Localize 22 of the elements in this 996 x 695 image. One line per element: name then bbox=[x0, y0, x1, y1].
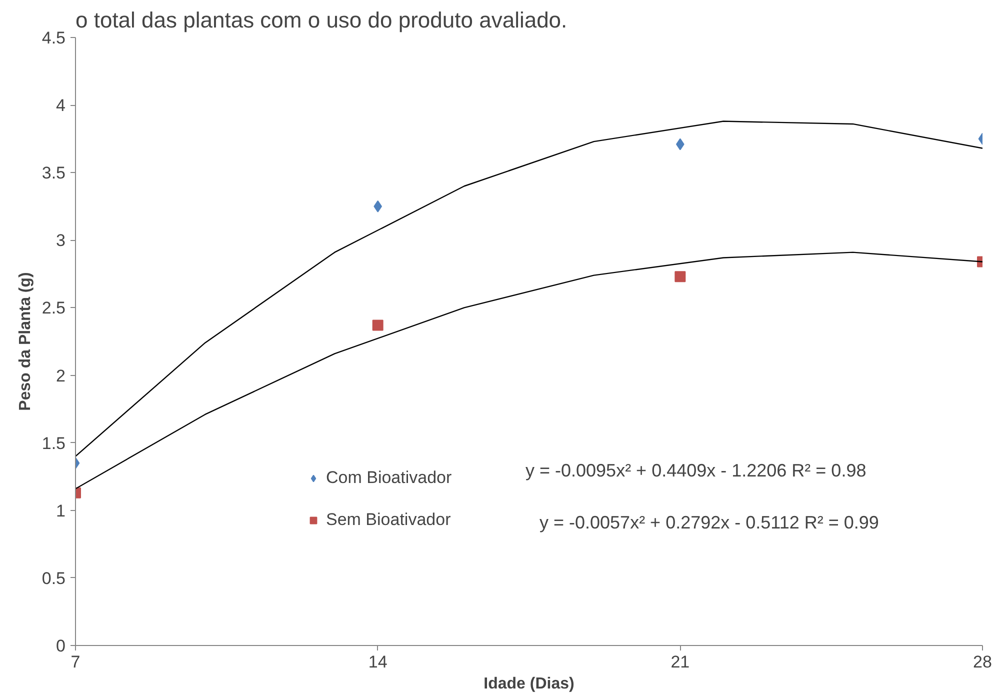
annotation: y = -0.0057x² + 0.2792x - 0.5112 R² = 0.99 bbox=[540, 512, 879, 532]
legend-label: Sem Bioativador bbox=[326, 510, 451, 530]
y-axis-title: Peso da Planta (g) bbox=[16, 272, 34, 411]
y-tick-label: 4 bbox=[56, 96, 66, 116]
y-tick-label: 3.5 bbox=[42, 164, 66, 183]
y-tick-label: 4.5 bbox=[42, 28, 66, 48]
legend-label: Com Bioativador bbox=[326, 468, 452, 488]
y-tick-label: 3 bbox=[56, 231, 66, 250]
y-tick-label: 2 bbox=[56, 366, 66, 386]
x-tick-label: 28 bbox=[973, 652, 992, 672]
chart-title: o total das plantas com o uso do produto avaliado. bbox=[76, 8, 568, 32]
y-tick-label: 1.5 bbox=[42, 434, 66, 453]
x-tick-label: 7 bbox=[70, 652, 80, 672]
y-tick-label: 0 bbox=[56, 636, 66, 656]
annotation: y = -0.0095x² + 0.4409x - 1.2206 R² = 0.98 bbox=[526, 460, 866, 480]
y-tick-label: 2.5 bbox=[42, 298, 66, 318]
y-tick-label: 0.5 bbox=[42, 568, 66, 588]
y-tick-label: 1 bbox=[56, 501, 66, 520]
x-tick-label: 21 bbox=[670, 652, 690, 672]
x-axis-title: Idade (Dias) bbox=[484, 676, 574, 692]
line-series bbox=[76, 120, 982, 457]
x-tick-label: 14 bbox=[368, 652, 388, 672]
